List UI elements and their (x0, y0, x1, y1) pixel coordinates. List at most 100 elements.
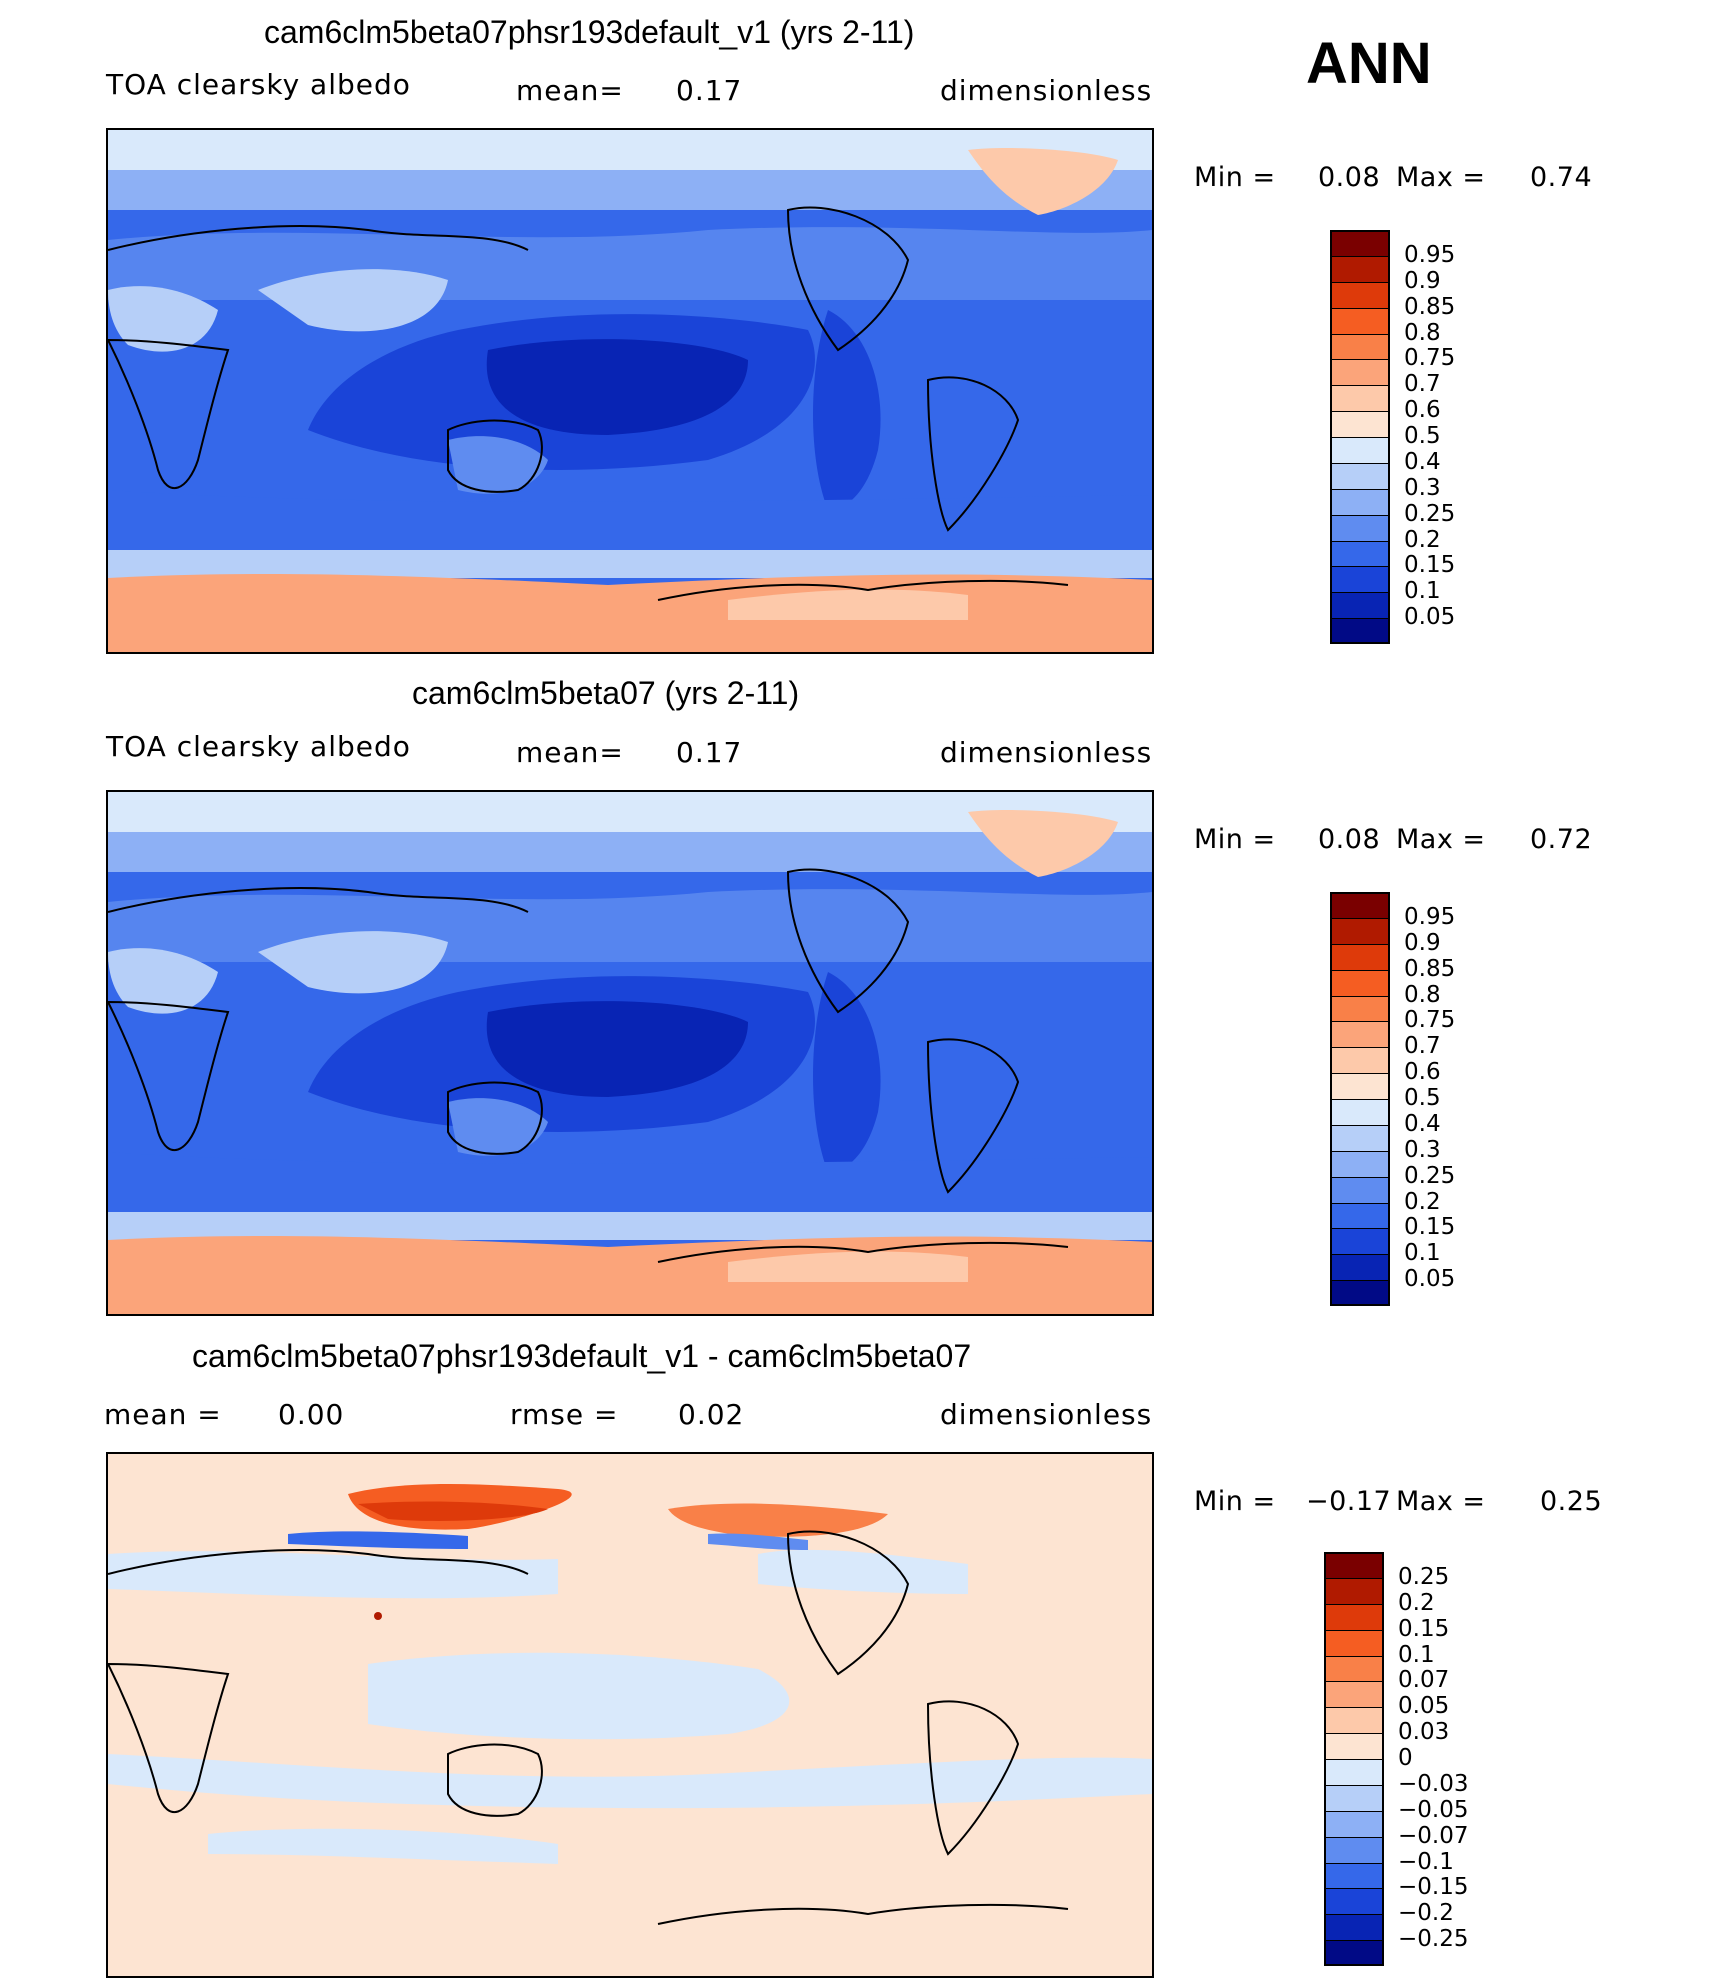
colorbar-cell (1330, 307, 1390, 334)
colorbar-cell (1330, 385, 1390, 412)
colorbar-tick-label: 0.7 (1404, 1033, 1441, 1060)
panel2-min-label: Min = (1194, 824, 1276, 855)
colorbar-cell (1324, 1888, 1384, 1915)
colorbar-tick-label: 0 (1398, 1745, 1413, 1771)
colorbar-tick-label: 0.05 (1404, 1266, 1456, 1293)
colorbar-tick-label: 0.07 (1398, 1667, 1450, 1694)
colorbar-cell (1324, 1810, 1384, 1837)
colorbar-cell (1324, 1707, 1384, 1734)
colorbar-tick-label: 0.75 (1404, 1007, 1456, 1034)
colorbar-tick-label: 0.8 (1404, 981, 1441, 1008)
panel2-mean-label: mean= (516, 736, 624, 769)
colorbar-cell (1330, 995, 1390, 1022)
colorbar-cell (1324, 1914, 1384, 1941)
colorbar-cell (1324, 1577, 1384, 1604)
panel1-variable: TOA clearsky albedo (106, 68, 411, 101)
colorbar-tick-label: −0.25 (1398, 1926, 1469, 1953)
panel1-map (106, 128, 1154, 654)
colorbar-tick-label: 0.1 (1404, 578, 1441, 605)
colorbar-tick-label: 0.2 (1404, 526, 1441, 553)
colorbar-cell (1324, 1655, 1384, 1682)
colorbar-tick-label: −0.07 (1398, 1822, 1469, 1849)
panel3-max-value: 0.25 (1540, 1486, 1603, 1517)
colorbar-cell (1330, 1021, 1390, 1048)
colorbar-tick-label: 0.05 (1404, 604, 1456, 631)
colorbar-tick-label: 0.85 (1404, 293, 1456, 320)
colorbar-tick-label: −0.1 (1398, 1848, 1454, 1875)
colorbar-cell (1330, 1176, 1390, 1203)
colorbar-cell (1330, 230, 1390, 256)
colorbar-cell (1324, 1784, 1384, 1811)
panel1-units: dimensionless (940, 74, 1153, 107)
panel2-max-label: Max = (1396, 824, 1486, 855)
colorbar-cell (1330, 969, 1390, 996)
colorbar-tick-label: 0.95 (1404, 241, 1456, 268)
colorbar-cell (1324, 1629, 1384, 1656)
colorbar-tick-label: 0.1 (1404, 1240, 1441, 1267)
colorbar-cell (1324, 1552, 1384, 1578)
panel3-rmse-label: rmse = (510, 1398, 619, 1431)
panel3-map (106, 1452, 1154, 1978)
colorbar-tick-label: 0.1 (1398, 1641, 1435, 1668)
colorbar-cell (1330, 411, 1390, 437)
panel3-title: cam6clm5beta07phsr193default_v1 - cam6cl… (192, 1338, 972, 1374)
colorbar-tick-label: 0.8 (1404, 319, 1441, 346)
colorbar-tick-label: 0.4 (1404, 448, 1441, 475)
panel2-colorbar: 0.95 0.9 0.85 0.8 0.75 0.7 0.6 0.5 0.4 0.3 0.25 0.2… (1330, 892, 1455, 1306)
colorbar-tick-label: 0.95 (1404, 903, 1456, 930)
panel3-max-label: Max = (1396, 1486, 1486, 1517)
colorbar-cell (1324, 1836, 1384, 1863)
colorbar-tick-label: 0.2 (1404, 1188, 1441, 1215)
colorbar-cell (1330, 917, 1390, 944)
colorbar-cell (1330, 437, 1390, 463)
colorbar-cell (1330, 1047, 1390, 1074)
colorbar-cell (1330, 592, 1390, 619)
colorbar-tick-label: −0.05 (1398, 1796, 1469, 1823)
colorbar-tick-label: 0.9 (1404, 929, 1441, 956)
colorbar-tick-label: 0.15 (1398, 1615, 1450, 1642)
colorbar-tick-label: 0.7 (1404, 371, 1441, 398)
colorbar-tick-label: 0.6 (1404, 1059, 1441, 1086)
colorbar-tick-label: −0.03 (1398, 1770, 1469, 1797)
panel3-rmse-value: 0.02 (678, 1398, 745, 1431)
panel2-min-value: 0.08 (1318, 824, 1381, 855)
panel1-max-label: Max = (1396, 162, 1486, 193)
panel3-min-value: −0.17 (1306, 1486, 1392, 1517)
colorbar-cell (1330, 1202, 1390, 1229)
colorbar-cell (1330, 255, 1390, 282)
colorbar-cell (1330, 1280, 1390, 1306)
colorbar-cell (1324, 1733, 1384, 1759)
colorbar-cell (1330, 1254, 1390, 1281)
colorbar-cell (1330, 1073, 1390, 1099)
colorbar-cell (1324, 1759, 1384, 1785)
colorbar-tick-label: 0.5 (1404, 423, 1441, 449)
colorbar-cell (1324, 1862, 1384, 1889)
panel2-mean-value: 0.17 (676, 736, 743, 769)
colorbar-tick-label: 0.3 (1404, 1136, 1441, 1163)
panel3-mean-value: 0.00 (278, 1398, 345, 1431)
colorbar-tick-label: 0.5 (1404, 1085, 1441, 1111)
colorbar-cell (1330, 462, 1390, 489)
colorbar-tick-label: 0.2 (1398, 1589, 1435, 1616)
colorbar-tick-label: 0.25 (1404, 500, 1456, 527)
colorbar-cell (1330, 540, 1390, 567)
season-label: ANN (1306, 31, 1432, 96)
colorbar-tick-label: 0.15 (1404, 1214, 1456, 1241)
panel1-colorbar: 0.95 0.9 0.85 0.8 0.75 0.7 0.6 0.5 0.4 0.3 0.25 0.2… (1330, 230, 1455, 644)
colorbar-cell (1330, 1124, 1390, 1151)
colorbar-cell (1330, 281, 1390, 308)
colorbar-tick-label: −0.15 (1398, 1874, 1469, 1901)
colorbar-tick-label: −0.2 (1398, 1900, 1454, 1927)
panel3-min-label: Min = (1194, 1486, 1276, 1517)
colorbar-tick-label: 0.75 (1404, 345, 1456, 372)
panel2-map (106, 790, 1154, 1316)
colorbar-tick-label: 0.03 (1398, 1719, 1450, 1746)
colorbar-cell (1330, 1150, 1390, 1177)
panel3-colorbar: 0.25 0.2 0.15 0.1 0.07 0.05 0.03 0 −0.03 −0.05 −0.… (1324, 1552, 1468, 1966)
panel1-min-value: 0.08 (1318, 162, 1381, 193)
panel2-units: dimensionless (940, 736, 1153, 769)
colorbar-cell (1330, 514, 1390, 541)
colorbar-cell (1330, 1228, 1390, 1255)
colorbar-tick-label: 0.4 (1404, 1110, 1441, 1137)
colorbar-cell (1324, 1603, 1384, 1630)
